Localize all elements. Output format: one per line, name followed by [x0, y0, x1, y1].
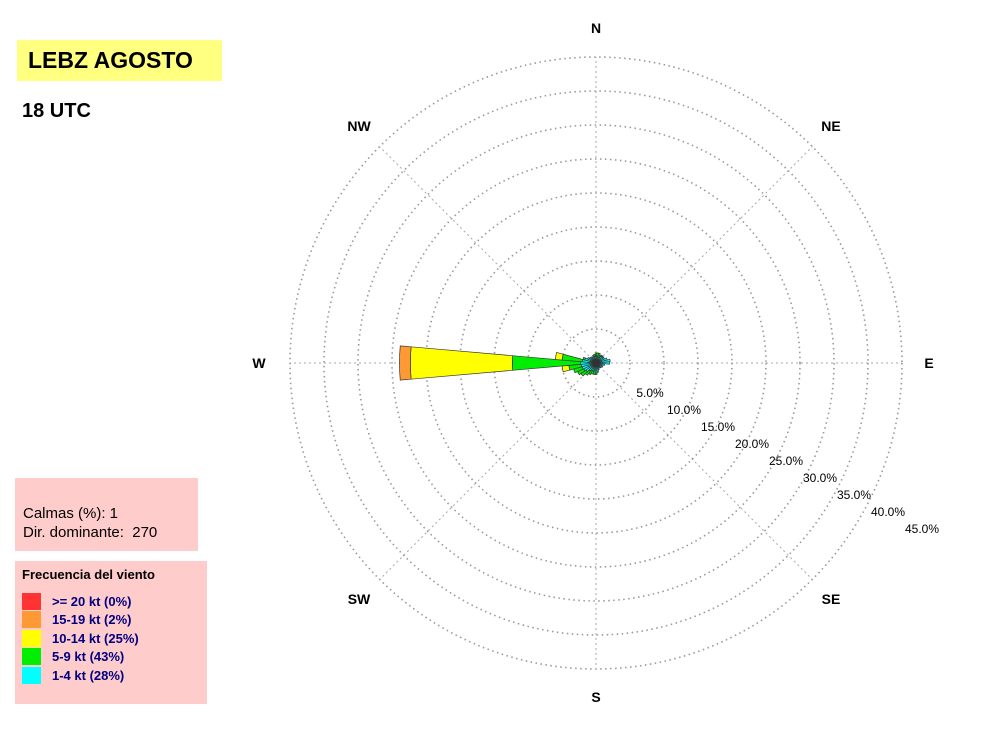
dominant-direction-line: Dir. dominante: 270 [23, 523, 198, 542]
stats-box: Calmas (%): 1 Dir. dominante: 270 [15, 478, 198, 551]
rose-sector [595, 361, 610, 365]
grid-ring [561, 328, 631, 398]
rose-sector [410, 346, 514, 380]
legend-item: >= 20 kt (0%) [22, 592, 207, 611]
legend-item: 1-4 kt (28%) [22, 666, 207, 685]
grid-ring [459, 226, 733, 500]
rose-sector [554, 352, 564, 361]
compass-label: SW [348, 591, 371, 607]
legend-swatch [22, 592, 41, 610]
spoke-line [379, 146, 597, 364]
compass-label: W [252, 355, 266, 371]
ring-label: 45.0% [905, 522, 939, 536]
legend-item: 5-9 kt (43%) [22, 648, 207, 667]
ring-label: 20.0% [735, 437, 769, 451]
grid-ring [391, 158, 801, 568]
rose-sector [561, 364, 571, 373]
grid-ring [289, 56, 903, 670]
legend-swatch [22, 629, 41, 647]
ring-label: 5.0% [636, 386, 664, 400]
compass-label: NW [347, 118, 371, 134]
spoke-line [595, 146, 813, 364]
legend-item: 15-19 kt (2%) [22, 611, 207, 630]
chart-title: LEBZ AGOSTO [17, 40, 222, 81]
legend-items: >= 20 kt (0%) 15-19 kt (2%) 10-14 kt (25%)… [22, 592, 207, 685]
legend-swatch [22, 611, 41, 629]
rose-sector [595, 358, 611, 364]
legend-title: Frecuencia del viento [22, 567, 155, 582]
ring-label: 25.0% [769, 454, 803, 468]
spoke-line [379, 362, 597, 580]
grid-ring [493, 260, 699, 466]
ring-label: 40.0% [871, 505, 905, 519]
grid-ring [323, 90, 869, 636]
legend-swatch [22, 666, 41, 684]
compass-label: E [924, 355, 933, 371]
legend-label: 10-14 kt (25%) [52, 630, 139, 646]
calms-text: Calmas (%): 1 [23, 505, 119, 522]
legend-swatch [22, 648, 41, 666]
legend-label: 5-9 kt (43%) [52, 649, 125, 665]
compass-label: N [591, 20, 601, 36]
dominant-direction-value: 270 [132, 524, 158, 541]
ring-label: 15.0% [701, 420, 735, 434]
compass-label: SE [822, 591, 841, 607]
ring-label: 30.0% [803, 471, 837, 485]
legend-item: 10-14 kt (25%) [22, 629, 207, 648]
dominant-direction-label: Dir. dominante: [23, 524, 124, 541]
grid-ring [527, 294, 665, 432]
legend-label: 15-19 kt (2%) [52, 612, 132, 628]
ring-label: 10.0% [667, 403, 701, 417]
rose-sector [582, 356, 586, 361]
legend: Frecuencia del viento >= 20 kt (0%) 15-19… [15, 561, 207, 704]
grid-ring [357, 124, 835, 602]
compass-label: NE [821, 118, 840, 134]
grid-ring [425, 192, 767, 534]
rose-sector [597, 352, 601, 357]
rose-sector [399, 345, 412, 381]
legend-label: 1-4 kt (28%) [52, 667, 125, 683]
chart-subtitle: 18 UTC [22, 100, 91, 122]
spoke-line [595, 362, 813, 580]
rose-sector [593, 353, 596, 357]
ring-label: 35.0% [837, 488, 871, 502]
compass-label: S [591, 689, 600, 705]
legend-label: >= 20 kt (0%) [52, 593, 132, 609]
